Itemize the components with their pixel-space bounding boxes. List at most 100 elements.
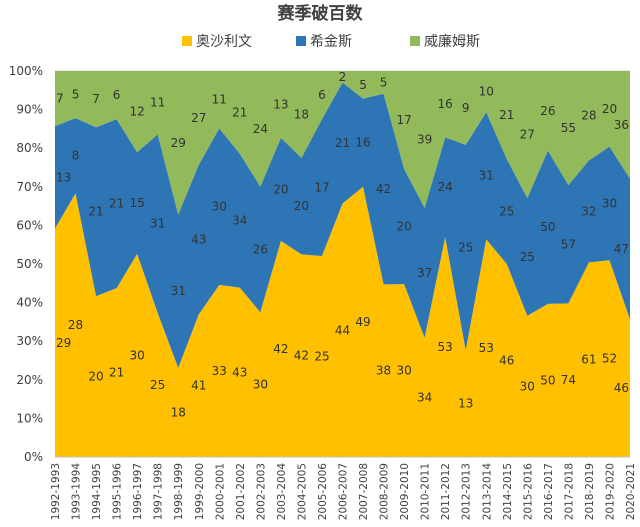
x-tick-label: 1993-1994: [71, 463, 83, 521]
y-tick-label: 30%: [16, 334, 43, 348]
data-label-s3: 17: [396, 113, 411, 127]
data-label-s2: 15: [130, 196, 145, 210]
data-label-s1: 34: [417, 390, 432, 404]
x-tick-label: 2001-2002: [235, 463, 247, 520]
data-label-s2: 20: [273, 182, 288, 196]
x-tick-label: 2008-2009: [379, 463, 391, 520]
data-label-s1: 20: [88, 370, 103, 384]
data-label-s2: 21: [88, 205, 103, 219]
data-label-s1: 30: [130, 348, 145, 362]
data-label-s2: 37: [417, 266, 432, 280]
data-label-s2: 16: [355, 136, 370, 150]
data-label-s2: 17: [314, 181, 329, 195]
data-label-s3: 9: [462, 101, 470, 115]
data-label-s1: 13: [458, 397, 473, 411]
data-label-s3: 2: [339, 70, 347, 84]
data-label-s3: 29: [171, 136, 186, 150]
area-series-1: [55, 186, 630, 458]
x-tick-label: 2020-2021: [625, 463, 637, 520]
x-tick-label: 2015-2016: [522, 463, 534, 521]
data-label-s2: 21: [109, 197, 124, 211]
data-label-s1: 52: [602, 352, 617, 366]
data-label-s2: 13: [56, 170, 71, 184]
data-label-s2: 20: [396, 220, 411, 234]
y-tick-label: 50%: [16, 257, 43, 271]
data-label-s3: 6: [318, 88, 326, 102]
data-label-s3: 36: [614, 118, 629, 132]
data-label-s2: 24: [438, 180, 453, 194]
data-label-s3: 13: [273, 97, 288, 111]
data-label-s1: 46: [499, 354, 514, 368]
data-label-s1: 30: [520, 379, 535, 393]
data-label-s1: 61: [581, 353, 596, 367]
data-label-s3: 39: [417, 132, 432, 146]
data-label-s2: 21: [335, 136, 350, 150]
data-label-s1: 25: [314, 349, 329, 363]
data-label-s3: 26: [540, 104, 555, 118]
y-tick-label: 10%: [16, 411, 43, 425]
data-label-s1: 42: [294, 349, 309, 363]
x-tick-label: 2017-2018: [563, 463, 575, 520]
data-label-s2: 34: [232, 214, 247, 228]
data-label-s2: 25: [499, 205, 514, 219]
x-tick-label: 2009-2010: [399, 463, 411, 520]
data-label-s3: 18: [294, 107, 309, 121]
data-label-s2: 31: [479, 169, 494, 183]
data-label-s3: 55: [561, 121, 576, 135]
data-label-s2: 31: [171, 284, 186, 298]
data-label-s1: 43: [232, 365, 247, 379]
data-label-s3: 11: [150, 96, 165, 110]
legend-swatch-3: [410, 36, 420, 46]
x-tick-label: 2012-2013: [461, 463, 473, 520]
data-label-s2: 43: [191, 233, 206, 247]
y-tick-label: 40%: [16, 296, 43, 310]
data-label-s2: 8: [72, 149, 80, 163]
data-label-s3: 5: [72, 88, 80, 102]
data-label-s3: 16: [438, 97, 453, 111]
data-label-s3: 6: [113, 88, 121, 102]
data-label-s2: 32: [581, 204, 596, 218]
y-tick-label: 60%: [16, 218, 43, 232]
chart-title: 赛季破百数: [277, 3, 364, 24]
x-tick-label: 2000-2001: [214, 463, 226, 520]
y-tick-label: 20%: [16, 373, 43, 387]
data-label-s1: 29: [56, 336, 71, 350]
x-tick-label: 2019-2020: [604, 463, 616, 520]
data-label-s1: 30: [396, 364, 411, 378]
legend-label-2: 希金斯: [310, 34, 352, 50]
data-label-s3: 7: [92, 92, 100, 106]
x-tick-label: 2002-2003: [255, 463, 267, 520]
data-label-s2: 31: [150, 217, 165, 231]
legend-label-1: 奥沙利文: [196, 33, 252, 50]
x-tick-label: 1997-1998: [153, 463, 165, 520]
x-tick-label: 1999-2000: [194, 463, 206, 520]
stacked-areas: [55, 71, 630, 458]
data-label-s3: 5: [359, 78, 367, 92]
x-tick-label: 2011-2012: [440, 463, 452, 520]
data-label-s2: 50: [540, 220, 555, 234]
x-tick-label: 2014-2015: [502, 463, 514, 520]
x-tick-label: 2013-2014: [481, 463, 493, 521]
x-tick-label: 2016-2017: [543, 463, 555, 520]
data-label-s2: 20: [294, 199, 309, 213]
data-label-s1: 18: [171, 405, 186, 419]
x-tick-label: 2007-2008: [358, 463, 370, 520]
y-tick-label: 0%: [24, 450, 43, 464]
data-label-s1: 42: [273, 342, 288, 356]
data-label-s1: 53: [438, 340, 453, 354]
data-label-s3: 27: [520, 128, 535, 142]
data-label-s2: 26: [253, 243, 268, 257]
legend-label-3: 威廉姆斯: [424, 33, 480, 50]
data-label-s2: 25: [520, 250, 535, 264]
data-label-s3: 28: [581, 109, 596, 123]
legend-swatch-1: [182, 36, 192, 46]
data-label-s3: 27: [191, 111, 206, 125]
data-label-s2: 25: [458, 241, 473, 255]
data-label-s3: 21: [232, 105, 247, 119]
data-label-s1: 44: [335, 323, 350, 337]
data-label-s1: 21: [109, 366, 124, 380]
area-series-2: [55, 82, 630, 368]
data-label-s1: 74: [561, 373, 576, 387]
data-label-s3: 7: [56, 92, 64, 106]
